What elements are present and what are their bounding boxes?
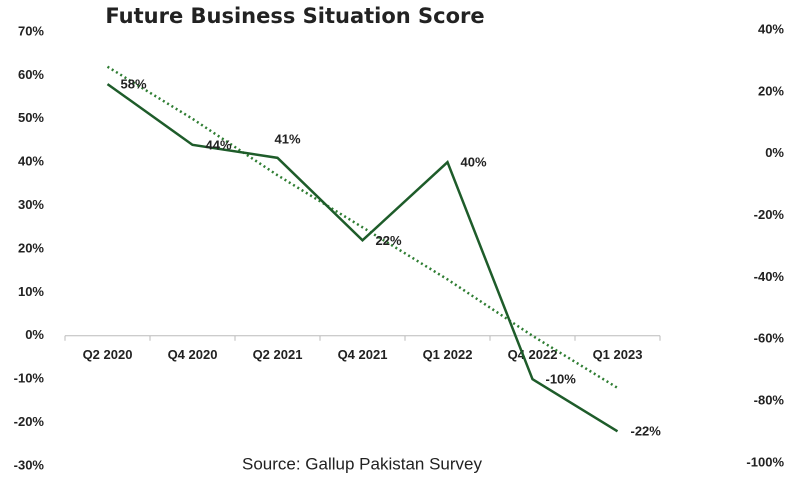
trend-line	[106, 65, 619, 389]
y2-tick-label: -40%	[754, 269, 785, 284]
data-label: 58%	[121, 77, 147, 92]
y2-tick-label: -20%	[754, 207, 785, 222]
data-label: 40%	[461, 155, 487, 170]
y-tick-label: -30%	[14, 457, 45, 472]
chart-title: Future Business Situation Score	[105, 4, 484, 28]
data-label: 44%	[206, 137, 232, 152]
source-note: Source: Gallup Pakistan Survey	[242, 454, 483, 473]
data-label: 41%	[274, 131, 300, 146]
x-tick-label: Q4 2022	[508, 347, 558, 362]
y2-tick-label: 40%	[758, 21, 784, 36]
data-line	[106, 83, 619, 433]
x-tick-label: Q4 2020	[168, 347, 218, 362]
x-tick-label: Q1 2022	[423, 347, 473, 362]
y2-tick-label: -60%	[754, 331, 785, 346]
x-tick-label: Q2 2021	[253, 347, 303, 362]
y-tick-label: 30%	[18, 197, 44, 212]
y2-tick-label: 0%	[765, 145, 784, 160]
data-label: 22%	[376, 233, 402, 248]
y-tick-label: 10%	[18, 284, 44, 299]
y2-tick-label: -80%	[754, 393, 785, 408]
y2-tick-label: 20%	[758, 83, 784, 98]
x-tick-label: Q1 2023	[593, 347, 643, 362]
y-tick-label: 70%	[18, 23, 44, 38]
y2-tick-label: -100%	[746, 454, 784, 469]
y-tick-label: -10%	[14, 371, 45, 386]
y-tick-label: -20%	[14, 414, 45, 429]
x-tick-label: Q4 2021	[338, 347, 388, 362]
y-tick-label: 60%	[18, 67, 44, 82]
data-label: -10%	[546, 372, 577, 387]
y-tick-label: 50%	[18, 110, 44, 125]
data-label: -22%	[631, 424, 662, 439]
y-tick-label: 40%	[18, 154, 44, 169]
x-tick-label: Q2 2020	[83, 347, 133, 362]
y-tick-label: 20%	[18, 240, 44, 255]
y-tick-label: 0%	[25, 327, 44, 342]
